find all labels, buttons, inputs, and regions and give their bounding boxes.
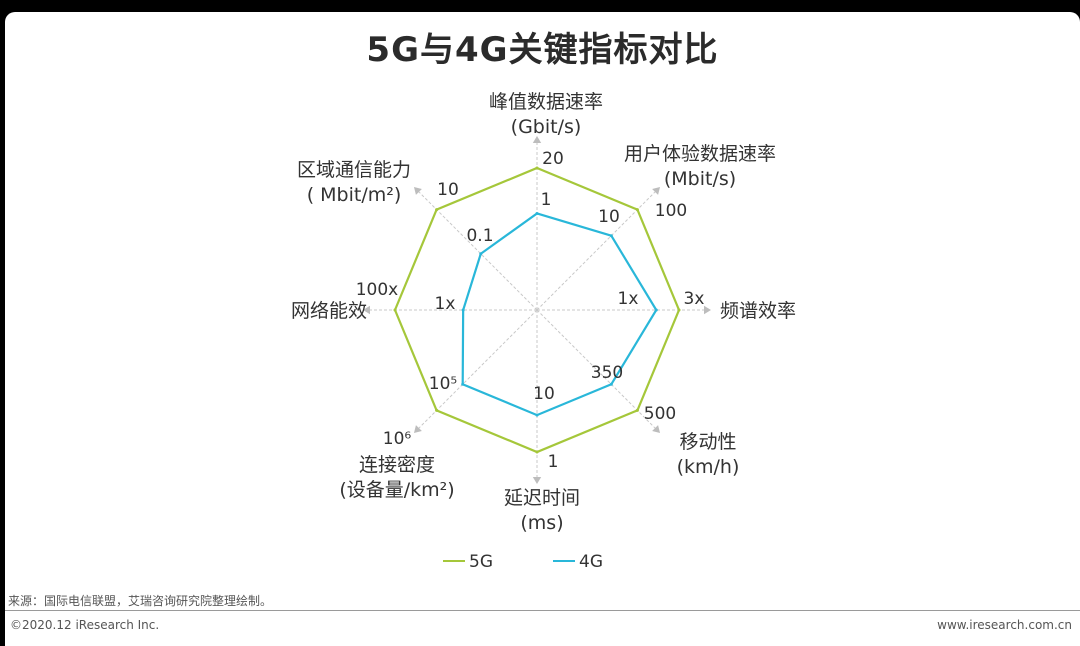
axis-line-5 — [417, 309, 538, 430]
axis-name-6: 网络能效 — [291, 300, 367, 322]
tick-5g-6: 100x — [356, 280, 399, 300]
series-5G-point-7 — [435, 208, 439, 212]
series-5G-point-4 — [535, 450, 539, 454]
series-4G-point-4 — [535, 413, 539, 417]
tick-5g-5: 10⁶ — [383, 429, 412, 449]
tick-5g-4: 1 — [548, 452, 559, 472]
axis-arrow-4 — [532, 477, 542, 484]
tick-5g-7: 10 — [437, 180, 459, 200]
tick-4g-3: 350 — [591, 363, 623, 383]
copyright-text: ©2020.12 iResearch Inc. — [10, 618, 160, 632]
series-4G-point-3 — [609, 382, 613, 386]
legend-label-4G: 4G — [579, 552, 603, 572]
series-5G-point-1 — [635, 208, 639, 212]
tick-4g-2: 1x — [618, 289, 639, 309]
axis-arrow-1 — [652, 186, 661, 195]
tick-4g-0: 1 — [541, 190, 552, 210]
axis-line-3 — [536, 309, 657, 430]
tick-5g-1: 100 — [655, 201, 687, 221]
tick-4g-6: 1x — [435, 294, 456, 314]
legend-label-5G: 5G — [469, 552, 493, 572]
series-4G-point-0 — [535, 211, 539, 215]
axis-unit-4: (ms) — [520, 512, 563, 534]
series-4G-point-1 — [609, 234, 613, 238]
axis-arrow-2 — [704, 305, 711, 315]
series-4G-point-2 — [654, 308, 658, 312]
radar-chart: 20 1 100 10 3x 1x 500 350 1 10 10⁶ 10⁵ 100x 1x 10 0.1 峰值… — [291, 91, 796, 572]
tick-4g-7: 0.1 — [466, 226, 493, 246]
series-5G-point-2 — [677, 308, 681, 312]
tick-5g-3: 500 — [644, 404, 676, 424]
axis-name-4: 延迟时间 — [504, 487, 580, 509]
axis-arrow-0 — [532, 136, 542, 143]
tick-5g-2: 3x — [684, 289, 705, 309]
series-4G-point-5 — [461, 382, 465, 386]
axis-name-3: 移动性 — [679, 431, 736, 453]
axis-unit-7: ( Mbit/m²) — [307, 184, 402, 206]
axis-line-1 — [536, 190, 657, 311]
axis-unit-0: (Gbit/s) — [511, 116, 582, 138]
series-5G-point-0 — [535, 166, 539, 170]
axis-arrow-7 — [413, 186, 422, 195]
axis-name-0: 峰值数据速率 — [489, 91, 603, 113]
page: 5G与4G关键指标对比 20 1 100 10 3x 1x 500 350 1 10 10⁶ 10⁵ 1… — [5, 12, 1080, 646]
axis-arrow-6 — [363, 305, 370, 315]
axis-arrow-3 — [652, 425, 661, 434]
tick-5g-0: 20 — [542, 149, 564, 169]
tick-4g-1: 10 — [598, 207, 620, 227]
series-5G-point-5 — [435, 408, 439, 412]
chart-title: 5G与4G关键指标对比 — [366, 30, 719, 70]
axis-unit-3: (km/h) — [677, 456, 740, 478]
axis-name-2: 频谱效率 — [720, 300, 796, 322]
tick-4g-4: 10 — [533, 384, 555, 404]
axis-name-5: 连接密度 — [359, 454, 435, 476]
series-5G-point-6 — [393, 308, 397, 312]
footer-divider — [5, 610, 1080, 611]
axis-name-7: 区域通信能力 — [297, 159, 411, 181]
axis-name-1: 用户体验数据速率 — [624, 143, 776, 165]
series-4G-point-7 — [479, 252, 483, 256]
source-note: 来源：国际电信联盟，艾瑞咨询研究院整理绘制。 — [8, 594, 273, 608]
axis-arrow-5 — [413, 425, 422, 434]
series-4G-point-6 — [461, 308, 465, 312]
website-link[interactable]: www.iresearch.com.cn — [937, 618, 1072, 632]
series-5G-point-3 — [635, 408, 639, 412]
tick-4g-5: 10⁵ — [429, 374, 457, 394]
axis-unit-5: (设备量/km²) — [339, 479, 454, 501]
axis-unit-1: (Mbit/s) — [664, 168, 736, 190]
